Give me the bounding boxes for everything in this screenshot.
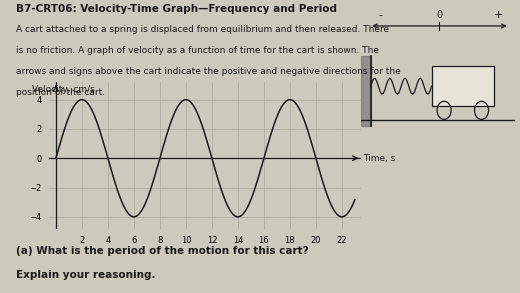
Text: is no friction. A graph of velocity as a function of time for the cart is shown.: is no friction. A graph of velocity as a… bbox=[16, 46, 379, 55]
Text: A cart attached to a spring is displaced from equilibrium and then released. The: A cart attached to a spring is displaced… bbox=[16, 25, 389, 34]
Text: -: - bbox=[378, 10, 382, 20]
Text: Explain your reasoning.: Explain your reasoning. bbox=[16, 270, 155, 280]
Text: arrows and signs above the cart indicate the positive and negative directions fo: arrows and signs above the cart indicate… bbox=[16, 67, 400, 76]
Text: Time, s: Time, s bbox=[363, 154, 395, 163]
Text: (a) What is the period of the motion for this cart?: (a) What is the period of the motion for… bbox=[16, 246, 308, 256]
Text: +: + bbox=[494, 10, 503, 20]
Text: 0: 0 bbox=[436, 10, 443, 20]
Text: position of the cart.: position of the cart. bbox=[16, 88, 105, 97]
Bar bbox=[432, 66, 494, 106]
Text: Velocity, cm/s: Velocity, cm/s bbox=[32, 85, 95, 94]
Text: B7-CRT06: Velocity-Time Graph—Frequency and Period: B7-CRT06: Velocity-Time Graph—Frequency … bbox=[16, 4, 336, 14]
